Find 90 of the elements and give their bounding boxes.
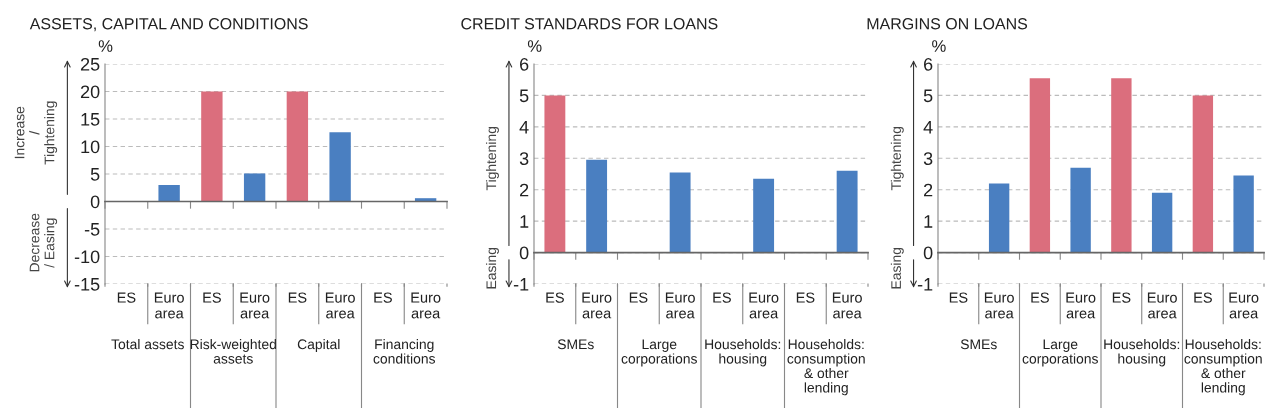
- y-tick-label: 1: [924, 215, 933, 228]
- bar: [1233, 175, 1254, 253]
- x-tick-label: Euro area: [984, 292, 1014, 319]
- text: Households: housing: [1104, 339, 1180, 367]
- y-tick-label: -15: [74, 278, 100, 291]
- x-tick-label: ES: [949, 292, 968, 303]
- x-tick-label: Euro area: [411, 292, 441, 319]
- x-tick-label: Euro area: [832, 292, 862, 319]
- x-tick-label: Euro area: [1147, 292, 1177, 319]
- text: Easing: [890, 247, 904, 289]
- x-tick-label: Euro area: [665, 292, 695, 319]
- bar: [669, 172, 691, 253]
- x-tick-label: Euro area: [154, 292, 184, 319]
- x-tick-label: ES: [203, 292, 221, 303]
- bar: [586, 159, 608, 253]
- chart-title: CREDIT STANDARDS FOR LOANS: [461, 18, 718, 30]
- bar: [1070, 167, 1091, 253]
- y-tick-label: 25: [80, 57, 100, 71]
- y-tick-label: 10: [81, 140, 100, 154]
- y-tick-label: 6: [520, 57, 529, 71]
- y-tick-label: 5: [519, 89, 529, 103]
- x-tick-label: ES: [1031, 292, 1049, 303]
- text: Large corporations: [1022, 339, 1098, 367]
- x-tick-label: Euro area: [749, 292, 779, 319]
- text: SMEs: [960, 339, 997, 350]
- bar: [1111, 78, 1132, 253]
- bar: [329, 132, 351, 202]
- y-tick-label: 2: [520, 183, 529, 197]
- x-tick-label: Euro area: [1229, 292, 1259, 319]
- bar: [201, 91, 223, 202]
- text: Capital: [297, 339, 340, 352]
- text: Households: consumption & other lending: [1184, 339, 1262, 396]
- x-tick-label: Euro area: [240, 292, 270, 319]
- text: Households: consumption & other lending: [787, 339, 865, 396]
- chart-title: ASSETS, CAPITAL AND CONDITIONS: [29, 18, 308, 32]
- x-tick-label: ES: [713, 292, 731, 303]
- y-tick-label: 5: [90, 168, 100, 181]
- bar: [286, 91, 309, 202]
- y-tick-label: -1: [513, 278, 529, 291]
- chart-title: MARGINS ON LOANS: [867, 18, 1028, 30]
- y-tick-label: 2: [924, 183, 933, 197]
- text: SMEs: [557, 339, 594, 350]
- y-tick-label: 0: [90, 195, 100, 209]
- x-tick-label: ES: [1112, 292, 1131, 303]
- y-tick-label: 1: [520, 215, 529, 228]
- y-tick-label: -10: [74, 250, 100, 264]
- y-tick-label: 15: [81, 113, 100, 126]
- x-tick-label: ES: [117, 292, 136, 303]
- x-tick-label: Euro area: [582, 292, 612, 319]
- x-tick-label: ES: [629, 292, 648, 303]
- y-tick-label: 20: [80, 85, 100, 99]
- y-tick-label: -5: [84, 223, 100, 236]
- text: Increase / Tightening: [14, 101, 58, 165]
- text: Easing: [485, 247, 499, 289]
- y-axis-title: %: [932, 40, 946, 52]
- bar: [544, 95, 566, 253]
- x-tick-label: Euro area: [1066, 292, 1096, 319]
- x-tick-label: ES: [796, 292, 815, 303]
- y-axis-title: %: [98, 40, 113, 52]
- y-tick-label: 5: [923, 89, 933, 103]
- bar: [1151, 192, 1173, 253]
- y-tick-label: 3: [923, 152, 933, 166]
- bar: [753, 178, 775, 253]
- x-tick-label: Euro area: [325, 292, 355, 319]
- text: Households: housing: [705, 339, 781, 367]
- text: Tightening: [890, 127, 904, 191]
- x-tick-label: ES: [546, 292, 564, 303]
- bar: [1192, 95, 1214, 253]
- x-tick-label: ES: [374, 292, 392, 303]
- bar: [1029, 78, 1051, 253]
- x-tick-label: ES: [1194, 292, 1212, 303]
- bar: [988, 183, 1010, 253]
- bar: [158, 185, 180, 202]
- bar: [836, 170, 858, 253]
- text: Large corporations: [621, 339, 697, 367]
- y-tick-label: 3: [519, 152, 529, 166]
- y-tick-label: 0: [519, 246, 529, 260]
- text: Risk-weighted assets: [190, 339, 276, 364]
- y-axis-title: %: [527, 40, 542, 52]
- text: Total assets: [111, 339, 184, 350]
- text: Financing conditions: [373, 339, 436, 364]
- text: Tightening: [485, 127, 499, 191]
- bar: [243, 173, 266, 202]
- y-tick-label: -1: [917, 278, 933, 291]
- y-tick-label: 0: [923, 246, 933, 260]
- text: Decrease / Easing: [29, 213, 58, 272]
- y-tick-label: 6: [924, 57, 933, 71]
- x-tick-label: ES: [288, 292, 307, 303]
- y-tick-label: 4: [519, 120, 529, 134]
- y-tick-label: 4: [923, 120, 933, 134]
